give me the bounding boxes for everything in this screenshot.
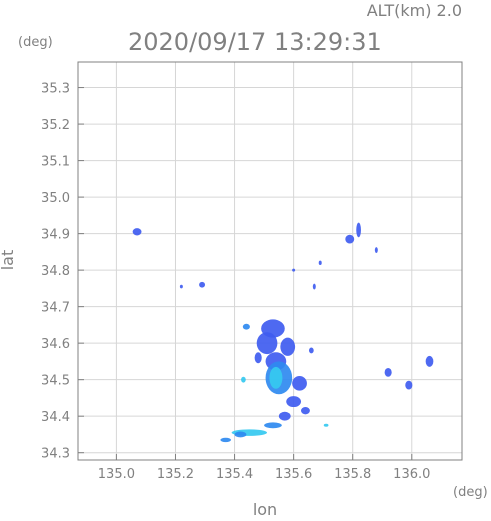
- echo-cell: [269, 366, 283, 389]
- x-unit-label: (deg): [453, 485, 488, 500]
- plot-frame: [77, 61, 463, 461]
- echo-cell: [384, 367, 392, 377]
- x-tick-label: 135.6: [275, 467, 312, 482]
- x-axis-ticks: 135.0 135.2 135.4 135.6 135.8 136.0: [98, 454, 430, 482]
- echo-cell: [286, 396, 302, 408]
- y-tick-label: 34.8: [41, 264, 70, 279]
- y-tick-label: 34.4: [41, 410, 70, 425]
- echo-cell: [256, 332, 278, 355]
- grid-lines: [78, 62, 462, 460]
- y-tick-label: 34.7: [41, 301, 70, 316]
- y-axis-label: lat: [0, 250, 17, 271]
- x-axis-label: lon: [253, 500, 277, 519]
- echo-cell: [234, 431, 247, 438]
- echo-cell: [132, 228, 142, 236]
- echo-cell: [179, 284, 183, 289]
- echo-cell: [312, 283, 316, 290]
- y-axis-ticks: 34.3 34.4 34.5 34.6 34.7 34.8 34.9 35.0 35.1 35.2…: [41, 82, 84, 462]
- echo-cell: [280, 337, 296, 356]
- echo-cell: [301, 407, 310, 415]
- echo-layer: [132, 222, 434, 443]
- y-tick-label: 35.1: [41, 155, 70, 170]
- x-tick-label: 135.8: [334, 467, 371, 482]
- x-tick-label: 136.0: [393, 467, 430, 482]
- echo-cell: [323, 423, 329, 427]
- echo-cell: [292, 376, 307, 391]
- x-tick-label: 135.4: [216, 467, 253, 482]
- echo-cell: [308, 347, 314, 354]
- y-tick-label: 35.0: [41, 191, 70, 206]
- chart-title: 2020/09/17 13:29:31: [128, 28, 382, 56]
- y-tick-label: 34.5: [41, 374, 70, 389]
- echo-cell: [241, 376, 246, 383]
- echo-cell: [254, 352, 262, 364]
- echo-cell: [345, 234, 355, 244]
- alt-label: ALT(km) 2.0: [367, 1, 462, 20]
- echo-cell: [374, 247, 378, 253]
- x-tick-label: 135.0: [98, 467, 135, 482]
- echo-cell: [318, 260, 322, 266]
- echo-cell: [405, 380, 413, 390]
- echo-cell: [292, 268, 296, 272]
- echo-cell: [425, 355, 434, 367]
- echo-cell: [356, 222, 361, 238]
- y-tick-label: 35.2: [41, 118, 70, 133]
- y-tick-label: 35.3: [41, 82, 70, 97]
- echo-cell: [242, 323, 250, 330]
- echo-cell: [278, 411, 291, 421]
- y-unit-label: (deg): [18, 35, 53, 50]
- echo-cell: [264, 422, 282, 429]
- y-tick-label: 34.3: [41, 447, 70, 462]
- echo-cell: [220, 437, 232, 443]
- echo-cell: [199, 281, 206, 288]
- x-tick-label: 135.2: [157, 467, 194, 482]
- y-tick-label: 34.9: [41, 228, 70, 243]
- y-tick-label: 34.6: [41, 337, 70, 352]
